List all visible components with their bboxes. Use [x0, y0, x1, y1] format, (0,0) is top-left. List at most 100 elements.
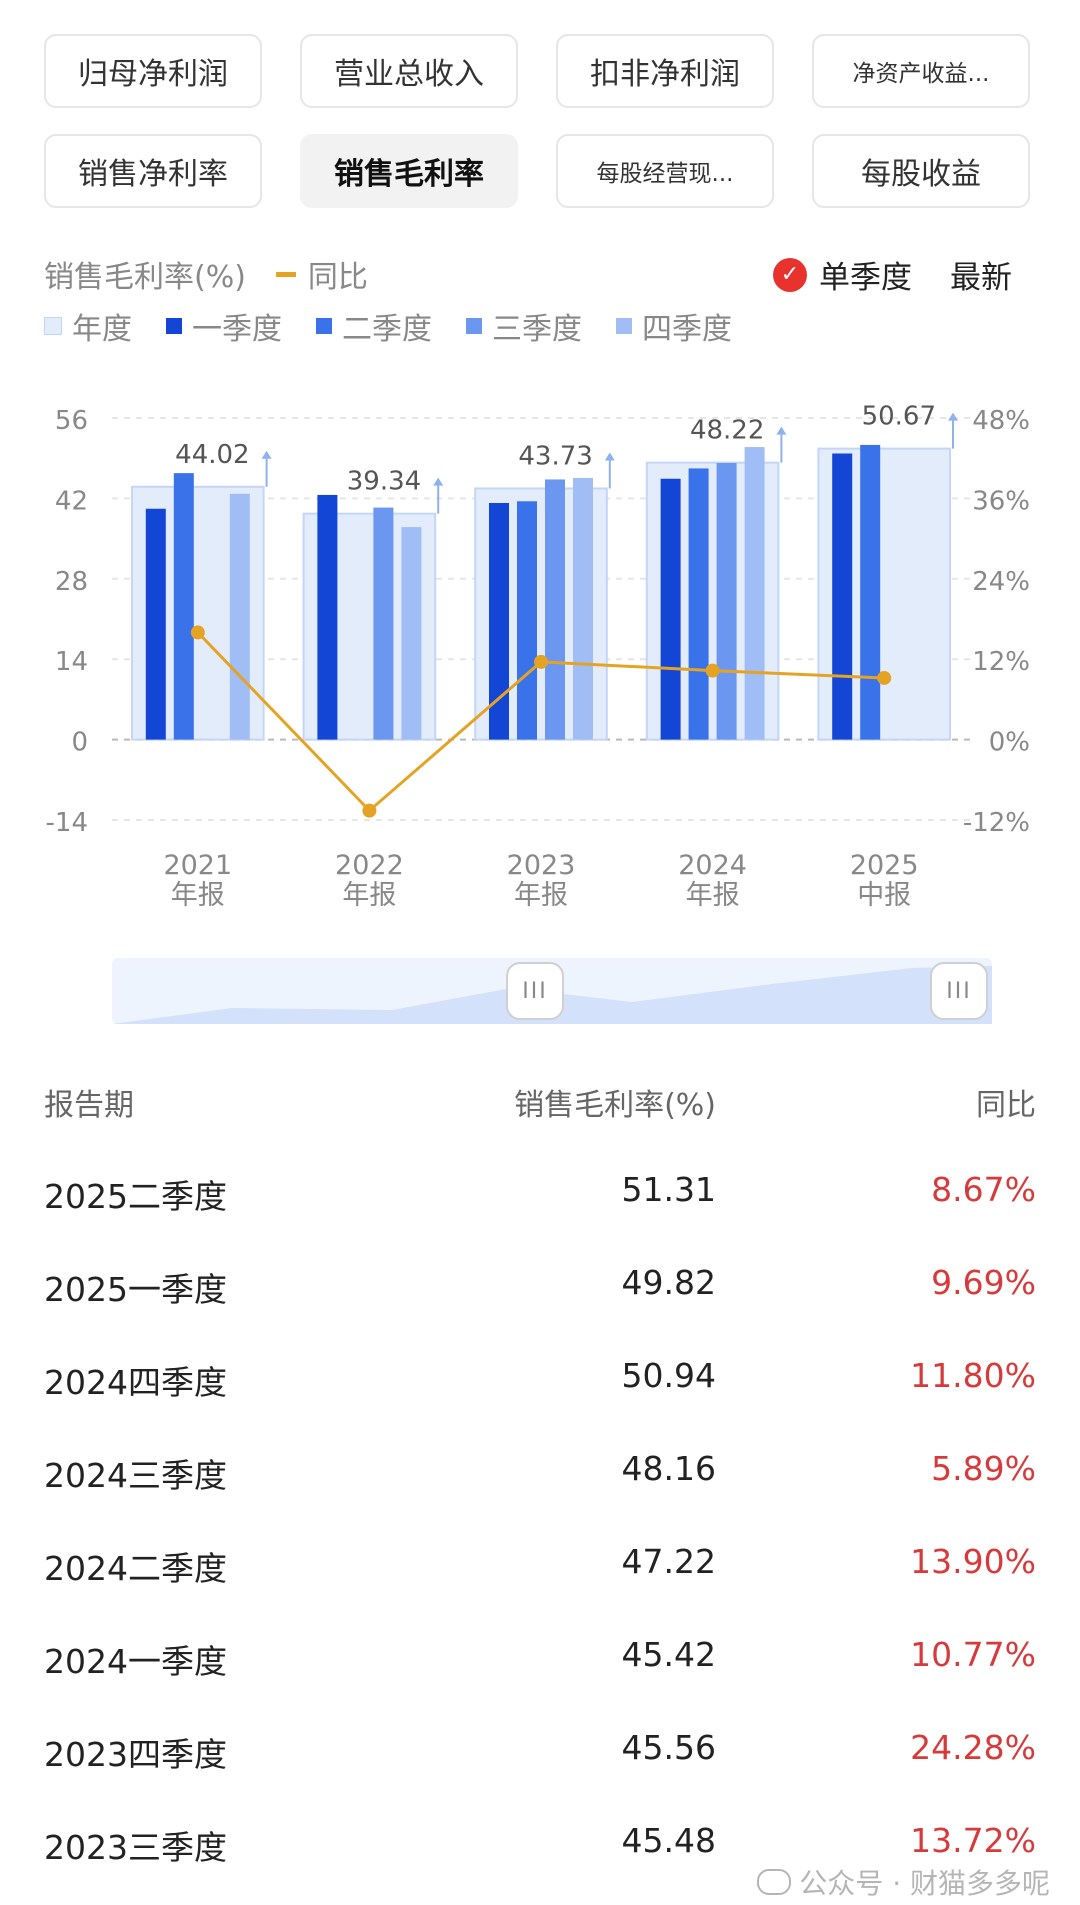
single-quarter-toggle[interactable]: 单季度	[819, 260, 912, 296]
table-row[interactable]: 2024二季度 47.22 13.90%	[44, 1542, 1036, 1602]
header-yoy: 同比	[976, 1088, 1036, 1123]
yoy-point	[705, 663, 720, 678]
quarter-bar	[145, 508, 166, 740]
quarter-bar	[716, 463, 737, 740]
x-tick-label: 年报	[342, 880, 396, 911]
cell-yoy: 13.72%	[910, 1821, 1036, 1860]
y-left-tick-label: 42	[55, 486, 88, 516]
annual-value-label: 43.73	[518, 441, 592, 471]
tab-1[interactable]: 营业总收入	[300, 34, 518, 108]
tab-2[interactable]: 扣非净利润	[556, 34, 774, 108]
cell-value: 49.82	[621, 1263, 716, 1302]
quarter-bar	[401, 527, 422, 740]
table-row[interactable]: 2025一季度 49.82 9.69%	[44, 1263, 1036, 1323]
tab-3[interactable]: 净资产收益...	[812, 34, 1030, 108]
slider-right-handle[interactable]: III	[930, 962, 988, 1020]
annual-value-label: 50.67	[862, 402, 936, 432]
annual-value-label: 39.34	[347, 467, 421, 497]
quarter-bar	[832, 453, 853, 740]
cell-yoy: 9.69%	[931, 1263, 1036, 1302]
annual-arrow-icon	[433, 477, 444, 486]
latest-button[interactable]: 最新	[950, 260, 1012, 296]
table-row[interactable]: 2024一季度 45.42 10.77%	[44, 1635, 1036, 1695]
cell-period: 2025一季度	[44, 1270, 227, 1309]
table-row[interactable]: 2023三季度 45.48 13.72%	[44, 1821, 1036, 1881]
cell-period: 2023三季度	[44, 1828, 227, 1867]
quarter-bar	[744, 447, 765, 740]
cell-period: 2023四季度	[44, 1735, 227, 1774]
yoy-point	[877, 670, 892, 685]
legend-item-1[interactable]: 一季度	[166, 304, 282, 348]
legend-item-2[interactable]: 二季度	[316, 304, 432, 348]
legend-item-4[interactable]: 四季度	[616, 304, 732, 348]
cell-yoy: 11.80%	[910, 1356, 1036, 1395]
legend-item-0[interactable]: 年度	[44, 304, 132, 348]
yoy-point	[362, 803, 377, 818]
legend-yoy[interactable]: 同比	[275, 252, 368, 296]
x-tick-label: 2025	[850, 850, 919, 881]
cell-yoy: 13.90%	[910, 1542, 1036, 1581]
range-slider[interactable]: III III	[112, 958, 992, 1024]
legend-item-label: 三季度	[492, 312, 582, 347]
watermark-text: 公众号 · 财猫多多呢	[799, 1867, 1050, 1900]
y-left-tick-label: 0	[71, 728, 88, 758]
tab-4[interactable]: 销售净利率	[44, 134, 262, 208]
quarter-bar	[373, 507, 394, 740]
quarter-bar	[688, 468, 709, 740]
quarter-bar	[229, 493, 250, 740]
quarter-bar	[489, 502, 509, 740]
y-right-tick-label: 0%	[989, 728, 1030, 758]
tab-6[interactable]: 每股经营现...	[556, 134, 774, 208]
tab-0[interactable]: 归母净利润	[44, 34, 262, 108]
table-row[interactable]: 2023四季度 45.56 24.28%	[44, 1728, 1036, 1788]
header-period: 报告期	[44, 1088, 134, 1123]
cell-value: 48.16	[621, 1449, 716, 1488]
annual-arrow-icon	[776, 426, 787, 435]
table-row[interactable]: 2025二季度 51.31 8.67%	[44, 1170, 1036, 1230]
yoy-dash-icon	[275, 271, 296, 277]
legend-swatch-icon	[316, 318, 332, 334]
cell-value: 45.56	[621, 1728, 716, 1767]
legend-item-label: 年度	[72, 312, 132, 347]
x-tick-label: 中报	[857, 880, 911, 911]
yoy-point	[534, 654, 548, 669]
legend-item-3[interactable]: 三季度	[466, 304, 582, 348]
quarter-bar	[317, 494, 338, 740]
wechat-icon	[757, 1869, 792, 1895]
x-tick-label: 年报	[514, 880, 568, 911]
x-tick-label: 2021	[163, 850, 232, 881]
cell-period: 2024一季度	[44, 1642, 227, 1681]
y-right-tick-label: 36%	[972, 486, 1030, 516]
yoy-point	[190, 625, 205, 640]
legend-swatch-icon	[616, 318, 632, 334]
cell-yoy: 5.89%	[931, 1449, 1036, 1488]
metric-label: 销售毛利率(%)	[44, 260, 246, 295]
y-left-tick-label: 56	[55, 406, 88, 436]
table-row[interactable]: 2024四季度 50.94 11.80%	[44, 1356, 1036, 1416]
slider-left-handle[interactable]: III	[506, 962, 564, 1020]
cell-yoy: 10.77%	[910, 1635, 1036, 1674]
legend-swatch-icon	[44, 317, 62, 335]
quarter-bar	[173, 473, 194, 740]
table-header: 报告期 销售毛利率(%) 同比	[44, 1080, 1036, 1130]
legend-primary: 销售毛利率(%) 同比	[44, 252, 402, 296]
y-left-tick-label: 28	[55, 567, 88, 597]
annual-value-label: 44.02	[175, 440, 249, 470]
cell-value: 45.48	[621, 1821, 716, 1860]
check-icon[interactable]: ✓	[773, 257, 807, 292]
y-left-tick-label: -14	[46, 808, 88, 838]
tab-7[interactable]: 每股收益	[812, 134, 1030, 208]
cell-value: 51.31	[621, 1170, 716, 1209]
annual-arrow-icon	[261, 450, 272, 459]
cell-yoy: 24.28%	[910, 1728, 1036, 1767]
watermark: 公众号 · 财猫多多呢	[757, 1862, 1050, 1902]
tab-5[interactable]: 销售毛利率	[300, 134, 518, 208]
cell-value: 50.94	[621, 1356, 716, 1395]
y-right-tick-label: 48%	[972, 406, 1030, 436]
legend-swatch-icon	[166, 318, 182, 334]
y-right-tick-label: 24%	[972, 567, 1030, 597]
y-right-tick-label: -12%	[963, 808, 1030, 838]
annual-arrow-icon	[948, 412, 958, 421]
header-value: 销售毛利率(%)	[514, 1088, 716, 1123]
table-row[interactable]: 2024三季度 48.16 5.89%	[44, 1449, 1036, 1509]
